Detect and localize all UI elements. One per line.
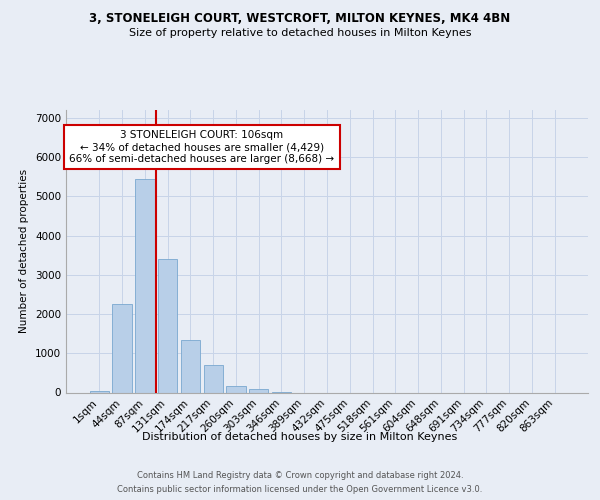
- Bar: [181, 340, 200, 392]
- Text: Contains public sector information licensed under the Open Government Licence v3: Contains public sector information licen…: [118, 485, 482, 494]
- Text: Contains HM Land Registry data © Crown copyright and database right 2024.: Contains HM Land Registry data © Crown c…: [137, 471, 463, 480]
- Text: 3, STONELEIGH COURT, WESTCROFT, MILTON KEYNES, MK4 4BN: 3, STONELEIGH COURT, WESTCROFT, MILTON K…: [89, 12, 511, 26]
- Y-axis label: Number of detached properties: Number of detached properties: [19, 169, 29, 334]
- Bar: [158, 259, 178, 392]
- Bar: [203, 365, 223, 392]
- Bar: [112, 304, 132, 392]
- Text: 3 STONELEIGH COURT: 106sqm
← 34% of detached houses are smaller (4,429)
66% of s: 3 STONELEIGH COURT: 106sqm ← 34% of deta…: [69, 130, 334, 164]
- Bar: [226, 386, 245, 392]
- Text: Size of property relative to detached houses in Milton Keynes: Size of property relative to detached ho…: [129, 28, 471, 38]
- Bar: [135, 178, 155, 392]
- Bar: [249, 389, 268, 392]
- Bar: [90, 390, 109, 392]
- Text: Distribution of detached houses by size in Milton Keynes: Distribution of detached houses by size …: [142, 432, 458, 442]
